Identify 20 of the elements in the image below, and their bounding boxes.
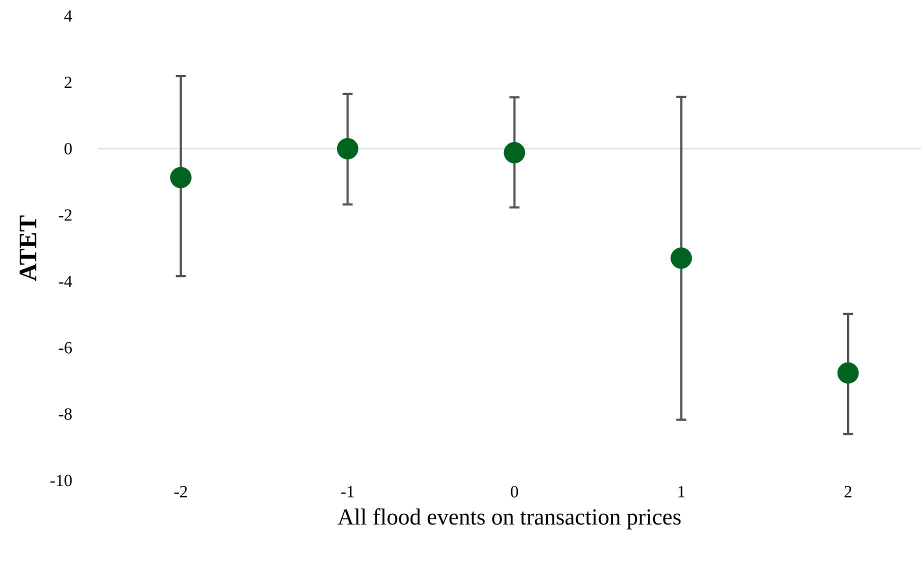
x-tick-label: 0 — [510, 486, 518, 498]
point — [170, 166, 192, 188]
point — [837, 362, 859, 384]
point — [336, 138, 358, 160]
y-axis-title: ATET — [20, 215, 36, 281]
y-tick-label: 4 — [64, 10, 72, 22]
y-tick-label: -10 — [50, 474, 72, 486]
x-tick-label: -2 — [174, 486, 187, 498]
x-tick-label: -1 — [341, 486, 354, 498]
y-tick-label: -2 — [58, 209, 72, 220]
y-tick-label: -6 — [58, 342, 72, 354]
x-tick-label: 1 — [678, 486, 684, 498]
y-tick-label: 2 — [64, 76, 72, 88]
y-tick-label: -8 — [58, 408, 72, 420]
x-tick-label: 2 — [844, 486, 852, 498]
point — [504, 142, 526, 164]
point — [670, 247, 692, 269]
y-tick-label: -4 — [58, 276, 72, 287]
y-tick-label: 0 — [64, 142, 72, 154]
x-axis-title: All flood events on transaction prices — [338, 508, 681, 530]
